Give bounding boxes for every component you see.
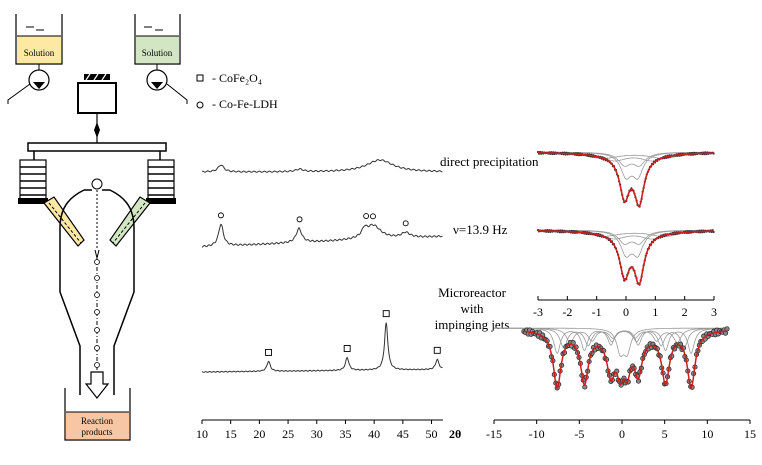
xrd-ldh-marker — [370, 213, 376, 220]
moss-component-line — [538, 229, 714, 258]
xrd-spinel-marker — [433, 346, 441, 354]
solution-right-fill — [136, 36, 179, 63]
bellows-left-icon — [18, 159, 48, 204]
moss-component-line — [538, 151, 714, 180]
xrd-x-label: 2θ — [449, 427, 461, 441]
solution-right-label: Solution — [142, 48, 173, 58]
xrd-tick-label: 50 — [426, 427, 438, 441]
xrd-spinel-marker — [265, 348, 273, 356]
legend-circle-label: - Co-Fe-LDH — [212, 97, 278, 111]
moss-fit-line — [523, 330, 727, 390]
moss-component-line — [494, 327, 729, 358]
moss-fit-line — [538, 230, 714, 286]
xrd-tick-label: 20 — [253, 427, 265, 441]
nozzle-left-icon — [43, 196, 85, 247]
series-label-direct: direct precipitation — [440, 154, 539, 169]
series-label-micro-2: with — [460, 301, 484, 316]
moss-mid-tick-label: -2 — [562, 305, 572, 319]
series-label-micro-3: impinging jets — [435, 317, 510, 332]
moss-mid-tick-label: 0 — [623, 305, 629, 319]
xrd-tick-label: 30 — [311, 427, 323, 441]
solution-left-fill — [17, 36, 61, 63]
solution-vessel-right: Solution — [134, 14, 181, 65]
series-label-frequency: ν=13.9 Hz — [453, 222, 508, 237]
nozzle-right-icon — [109, 196, 151, 247]
moss-bottom-tick-label: -5 — [574, 427, 584, 441]
series-label-micro-1: Microreactor — [438, 285, 507, 300]
moss-bottom-tick-label: 15 — [744, 427, 756, 441]
moss-mid-tick-label: -3 — [533, 305, 543, 319]
pump-left-icon — [7, 64, 50, 104]
pump-right-icon — [146, 64, 188, 104]
xrd-series-line — [201, 159, 443, 173]
xrd-spinel-marker — [382, 310, 390, 318]
moss-bottom-tick-label: 0 — [619, 427, 625, 441]
xrd-spinel-marker — [343, 345, 351, 352]
moss-data-point — [724, 326, 730, 332]
xrd-tick-label: 10 — [196, 427, 208, 441]
legend-square-label: - CoFe₂O₄ — [212, 71, 262, 85]
xrd-ldh-marker — [217, 212, 224, 219]
xrd-ldh-marker — [363, 213, 370, 220]
moss-bottom-tick-label: 5 — [662, 427, 668, 441]
solution-vessel-left: Solution — [15, 14, 63, 65]
legend-square-marker — [196, 74, 204, 82]
xrd-tick-label: 15 — [225, 427, 237, 441]
products-label-1: Reaction — [81, 416, 113, 426]
xrd-tick-label: 25 — [282, 427, 294, 441]
products-label-2: products — [82, 427, 113, 437]
moss-mid-tick-label: -1 — [592, 305, 602, 319]
xrd-tick-label: 35 — [339, 427, 351, 441]
moss-bottom-tick-label: 10 — [701, 427, 713, 441]
bellows-right-icon — [146, 159, 176, 204]
solution-left-label: Solution — [24, 48, 55, 58]
moss-mid-tick-label: 2 — [682, 305, 688, 319]
xrd-tick-label: 45 — [397, 427, 409, 441]
xrd-chart: 10 15 20 25 30 35 40 45 50 2θ — [196, 159, 461, 441]
moss-bottom-tick-label: -10 — [529, 427, 545, 441]
products-vessel: Reaction products — [64, 388, 131, 441]
apparatus-diagram: Solution Solution — [7, 14, 188, 441]
moss-bottom-tick-label: -15 — [486, 427, 502, 441]
moss-mid-tick-label: 1 — [652, 305, 658, 319]
outflow-arrow-icon — [84, 371, 110, 399]
reactor-body — [59, 178, 135, 399]
xrd-series-line — [201, 223, 443, 248]
moss-mid-tick-label: 3 — [711, 305, 717, 319]
mossbauer-chart: -3 -2 -1 0 1 2 3-15 -10 -5 0 5 10 15 — [486, 150, 756, 441]
xrd-ldh-marker — [296, 216, 303, 223]
moss-fit-line — [538, 152, 714, 208]
xrd-ldh-marker — [402, 220, 409, 227]
xrd-tick-label: 40 — [368, 427, 380, 441]
xrd-series-line — [201, 322, 443, 373]
legend-circle-marker — [196, 101, 204, 109]
legend: - CoFe₂O₄ - Co-Fe-LDH — [196, 71, 278, 111]
vibrator-drive — [27, 73, 167, 162]
